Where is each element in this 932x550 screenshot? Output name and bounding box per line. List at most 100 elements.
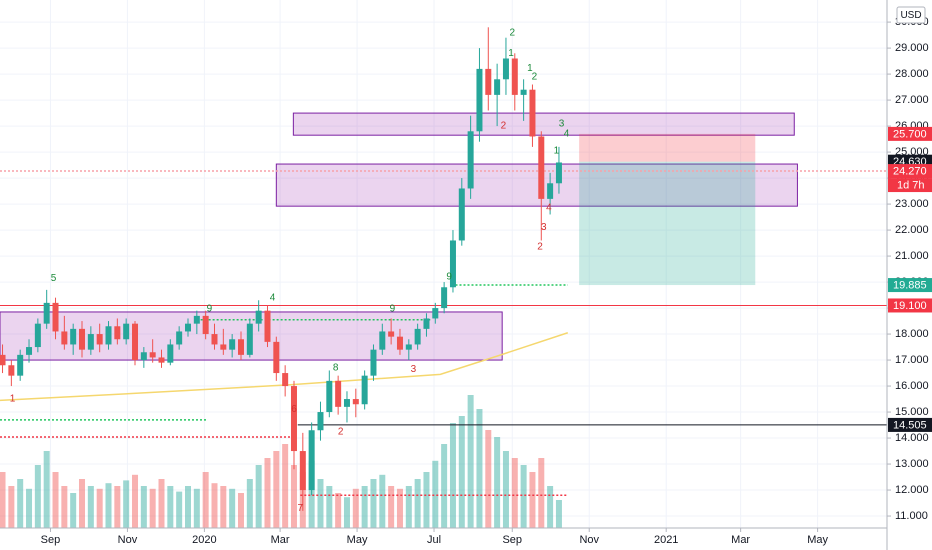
volume-bar — [467, 395, 474, 528]
volume-bar — [158, 479, 165, 528]
y-tick-label: 28.000 — [895, 68, 929, 80]
candle-body — [282, 373, 289, 387]
volume-bar — [26, 488, 33, 528]
candle-body — [290, 386, 297, 452]
volume-bar — [485, 430, 492, 528]
volume-bar — [538, 458, 545, 528]
volume-bar — [132, 474, 139, 528]
volume-bar — [193, 488, 200, 528]
candle-body — [273, 341, 280, 374]
price-label-box — [888, 298, 932, 313]
zone — [579, 161, 756, 286]
currency-box[interactable] — [896, 6, 926, 24]
candle-body — [158, 357, 165, 363]
volume-bar — [246, 479, 253, 528]
volume-bar — [396, 488, 403, 528]
td-count: 1 — [554, 146, 560, 157]
volume-bar — [555, 500, 562, 528]
candle-body — [529, 89, 536, 137]
price-label-box — [888, 278, 932, 293]
currency: USD — [900, 10, 921, 21]
candle-body — [105, 326, 112, 345]
volume-bar — [237, 493, 244, 528]
price-label-box — [888, 417, 932, 432]
volume-bar — [529, 472, 536, 528]
candle-body — [132, 323, 139, 361]
candle-body — [361, 375, 368, 405]
td-count: 2 — [338, 427, 344, 438]
volume-bar — [220, 486, 227, 528]
candle-body — [458, 188, 465, 241]
volume-bar — [352, 488, 359, 528]
candle-body — [17, 354, 24, 376]
candle-body — [255, 310, 262, 324]
volume-bar — [149, 488, 156, 528]
candle-body — [114, 326, 121, 340]
y-tick-label: 12.000 — [895, 484, 929, 496]
y-tick-label: 23.000 — [895, 198, 929, 210]
y-tick-label: 15.000 — [895, 406, 929, 418]
grid — [0, 0, 887, 528]
zone — [579, 133, 756, 162]
volume-bar — [388, 486, 395, 528]
price-label: 14.505 — [893, 419, 927, 431]
candle-body — [379, 331, 386, 350]
candle-body — [485, 68, 492, 95]
candle-body — [211, 334, 218, 345]
td-count: 4 — [564, 129, 570, 140]
candle-body — [149, 352, 156, 358]
volume-bar — [441, 444, 448, 528]
x-tick-label: 2021 — [654, 534, 678, 546]
volume-bar — [255, 465, 262, 528]
candle-body — [246, 323, 253, 355]
candle-body — [70, 328, 77, 345]
volume-bar — [0, 472, 6, 528]
volume-bar — [61, 486, 68, 528]
y-tick-label: 26.000 — [895, 120, 929, 132]
candle-body — [34, 323, 41, 348]
candle-body — [449, 240, 456, 288]
td-count: 5 — [51, 273, 57, 284]
td-count: 2 — [537, 242, 543, 253]
x-tick-label: May — [807, 534, 828, 546]
td-count: 1 — [527, 63, 533, 74]
candle-body — [202, 315, 209, 335]
volume-bar — [167, 486, 174, 528]
candle-body — [96, 334, 103, 345]
volume-bar — [547, 486, 554, 528]
candle-body — [405, 344, 412, 350]
y-tick-label: 18.000 — [895, 328, 929, 340]
candle-body — [388, 331, 395, 337]
candle-body — [467, 131, 474, 189]
volume-bar — [184, 486, 191, 528]
volume-bar — [343, 497, 350, 528]
volume-bar — [211, 483, 218, 528]
y-tick-label: 22.000 — [895, 224, 929, 236]
candle-body — [335, 380, 342, 407]
td-count: 6 — [291, 404, 297, 415]
td-count: 4 — [270, 292, 276, 303]
price-label-box — [888, 164, 932, 179]
td-count: 3 — [541, 222, 547, 233]
candle-body — [299, 451, 306, 491]
candle-body — [237, 339, 244, 355]
candle-body — [123, 323, 130, 340]
x-tick-label: May — [347, 534, 368, 546]
candle-body — [343, 399, 350, 407]
volume-bar — [140, 486, 147, 528]
x-tick-label: Nov — [579, 534, 599, 546]
volume-bar — [264, 458, 271, 528]
volume-bar — [273, 451, 280, 528]
td-count: 3 — [559, 119, 565, 130]
volume-bar — [123, 480, 130, 528]
td-count: 8 — [333, 362, 339, 373]
price-label: 19.100 — [893, 300, 927, 312]
volume-bar — [476, 409, 483, 528]
price-label-sub: 1d 7h — [897, 179, 925, 191]
volume-bar — [432, 460, 439, 528]
y-tick-label: 14.000 — [895, 432, 929, 444]
x-tick-label: Mar — [271, 534, 290, 546]
y-tick-label: 27.000 — [895, 94, 929, 106]
